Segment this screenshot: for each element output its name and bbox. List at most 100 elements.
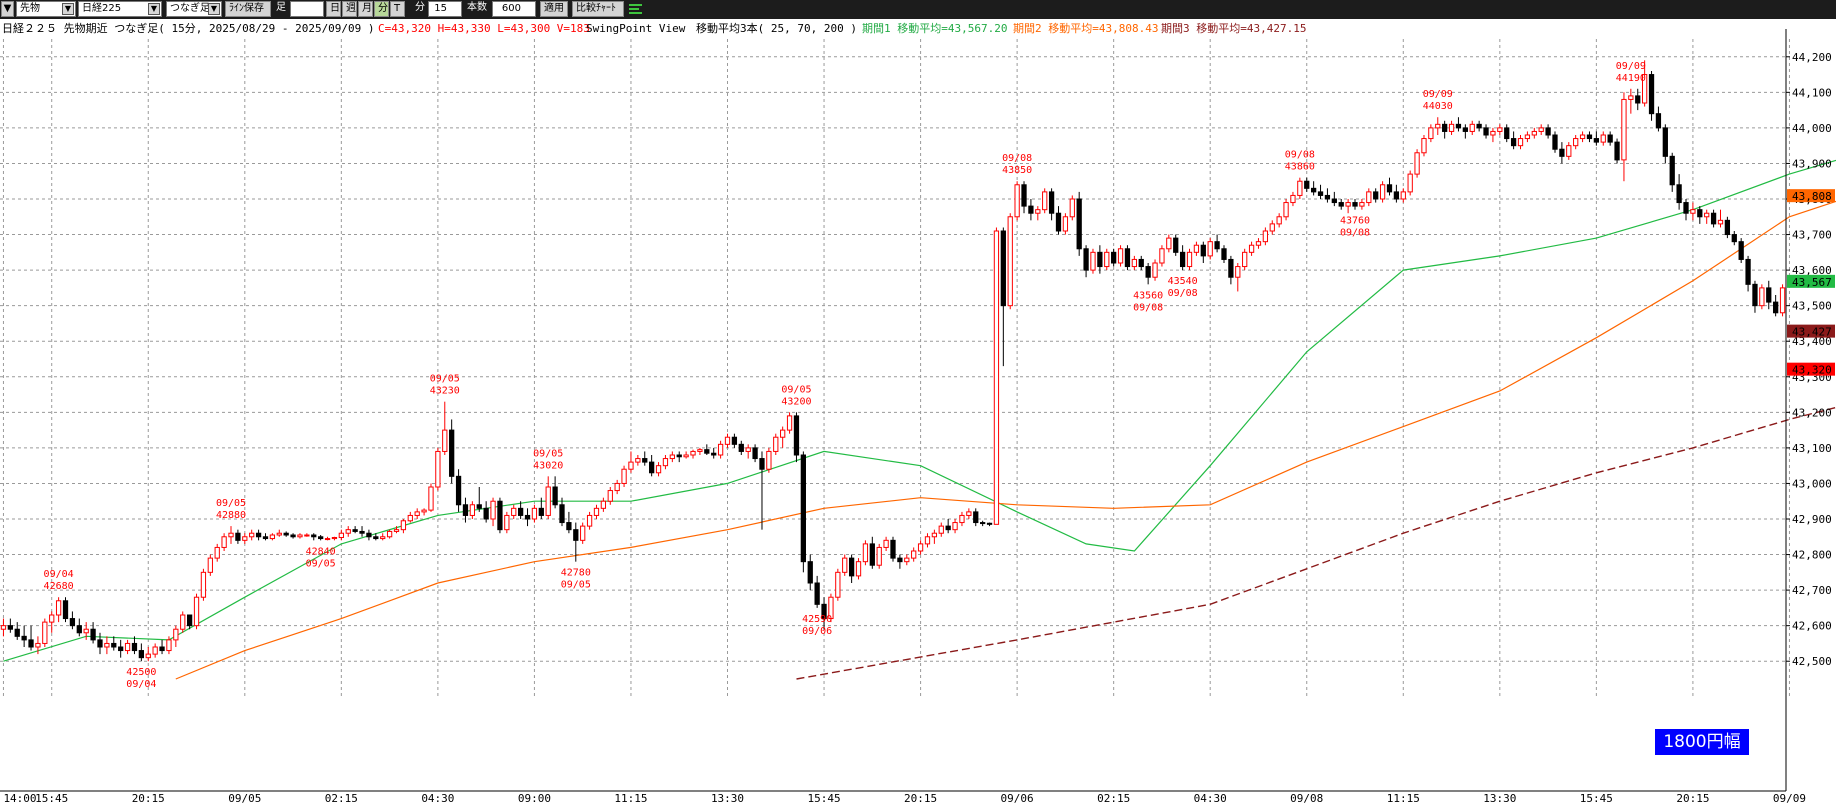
swing-low-date: 09/05 <box>561 580 591 591</box>
swing-low-date: 09/06 <box>802 626 832 637</box>
menu-dropdown-icon[interactable]: ▼ <box>1 1 14 17</box>
candle-body <box>1021 184 1027 207</box>
candle-body <box>1338 202 1344 207</box>
candle-body <box>780 429 786 438</box>
candle-body <box>869 543 875 566</box>
chevron-down-icon: ▼ <box>208 3 220 15</box>
candle-body <box>1586 134 1593 140</box>
candle-body <box>1710 212 1717 225</box>
candle-body <box>455 475 462 506</box>
candle-body <box>1200 244 1206 257</box>
candle-body <box>1007 216 1013 307</box>
candle-body <box>1193 244 1200 253</box>
swing-high-date: 09/09 <box>1616 61 1646 72</box>
swing-high-date: 09/08 <box>1002 153 1032 164</box>
candle-body <box>738 443 744 452</box>
save-line-button[interactable]: ﾗｲﾝ保存 <box>225 1 271 17</box>
period-week-button[interactable]: 週 <box>342 1 357 17</box>
price-tick-label: 44,100 <box>1792 86 1832 99</box>
candle-body <box>821 603 827 620</box>
candle-body <box>1014 184 1020 218</box>
candle-body <box>828 596 834 620</box>
candle-body <box>318 536 324 540</box>
period-month-button[interactable]: 月 <box>358 1 373 17</box>
candle-body <box>1062 216 1069 232</box>
candle-body <box>973 511 979 524</box>
ohlcv-readout: C=43,320 H=43,330 L=43,300 V=183 <box>378 22 590 35</box>
candle-body <box>517 507 524 516</box>
foot-label: 足 <box>276 2 286 13</box>
candle-body <box>1407 173 1413 193</box>
chart-type-select[interactable]: つなぎ足 ▼ <box>166 1 222 17</box>
compare-chart-button[interactable]: 比較ﾁｬｰﾄ <box>572 1 624 17</box>
swing-high-date: 09/05 <box>781 384 811 395</box>
candle-body <box>1124 248 1131 268</box>
candle-body <box>1697 209 1703 218</box>
candle-body <box>159 646 165 652</box>
swing-low-price: 43760 <box>1340 216 1370 227</box>
period-minute-button[interactable]: 分 <box>374 1 389 17</box>
candle-body <box>711 452 717 456</box>
indicator-icon[interactable] <box>628 1 644 17</box>
price-marker-label: 43,567 <box>1792 276 1832 289</box>
period-count-input[interactable] <box>290 1 324 17</box>
price-tick-label: 43,500 <box>1792 300 1832 313</box>
candle-body <box>511 507 517 516</box>
swing-low-price: 43540 <box>1168 276 1198 287</box>
range-badge: 1800円幅 <box>1655 729 1749 755</box>
swing-low-price: 42500 <box>126 667 156 678</box>
candle-body <box>938 525 944 534</box>
candle-body <box>1269 223 1275 232</box>
candle-body <box>1510 138 1517 147</box>
candle-body <box>297 534 303 538</box>
candle-body <box>214 546 220 559</box>
time-tick-label: 09/06 <box>1001 792 1034 805</box>
candle-body <box>1593 138 1600 143</box>
time-tick-label: 20:15 <box>1676 792 1709 805</box>
swing-point-annotations: 09/04426804250009/0409/05428804284009/05… <box>44 61 1646 690</box>
time-tick-label: 14:00 <box>3 792 36 805</box>
candle-body <box>469 504 475 516</box>
candle-body <box>449 429 455 477</box>
apply-button[interactable]: 適用 <box>540 1 568 17</box>
period-day-button[interactable]: 日 <box>326 1 341 17</box>
symbol-select[interactable]: 日経225 ▼ <box>78 1 162 17</box>
candle-body <box>407 514 413 522</box>
time-tick-label: 09/09 <box>1773 792 1806 805</box>
candle-body <box>1752 283 1758 307</box>
swing-low-date: 09/08 <box>1168 288 1198 299</box>
candle-body <box>83 628 89 634</box>
candle-body <box>545 486 551 516</box>
period-tick-button[interactable]: T <box>390 1 405 17</box>
candle-body <box>76 625 82 634</box>
candle-body <box>90 628 96 641</box>
candle-body <box>131 642 138 652</box>
ma-line <box>3 159 1836 662</box>
candle-body <box>980 522 986 525</box>
candle-body <box>586 514 593 527</box>
candle-body <box>200 571 207 598</box>
candle-body <box>1400 191 1406 200</box>
candle-body <box>428 486 434 511</box>
candle-body <box>1676 184 1682 204</box>
market-select[interactable]: 先物 ▼ <box>16 1 76 17</box>
candle-body <box>883 539 889 548</box>
candle-body <box>1435 123 1441 129</box>
price-marker <box>1787 189 1835 203</box>
candle-body <box>1386 184 1393 193</box>
chart-type-select-value: つなぎ足 <box>170 3 210 14</box>
candle-body <box>766 450 772 470</box>
swing-low-date: 09/04 <box>126 679 156 690</box>
candle-body <box>1276 216 1282 225</box>
candle-body <box>752 447 758 460</box>
candle-body <box>1724 219 1731 236</box>
minute-input[interactable]: 15 <box>428 1 462 17</box>
candle-body <box>1566 145 1572 157</box>
bar-count-input[interactable]: 600 <box>492 1 536 17</box>
price-tick-label: 42,600 <box>1792 620 1832 633</box>
candle-body <box>628 461 634 470</box>
candle-body <box>476 504 482 509</box>
candle-body <box>1497 127 1503 132</box>
candle-body <box>242 536 248 541</box>
